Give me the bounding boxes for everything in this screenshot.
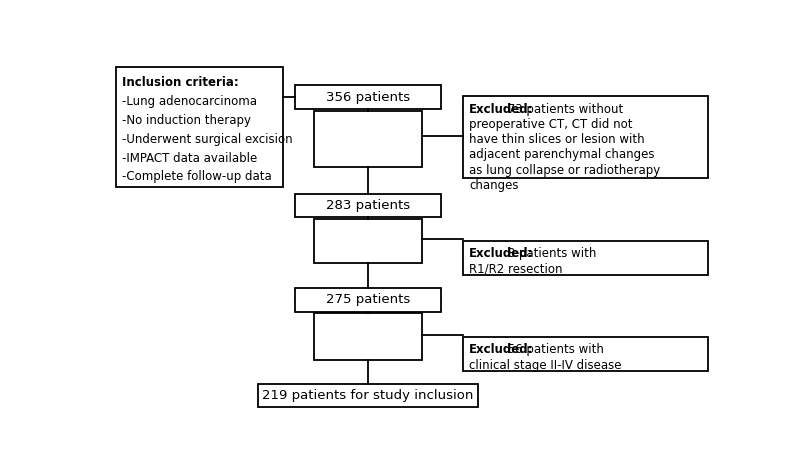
Bar xyxy=(462,96,708,178)
Text: adjacent parenchymal changes: adjacent parenchymal changes xyxy=(469,149,654,161)
Text: R1/R2 resection: R1/R2 resection xyxy=(469,263,562,276)
Text: 219 patients for study inclusion: 219 patients for study inclusion xyxy=(262,389,474,402)
Text: clinical stage II-IV disease: clinical stage II-IV disease xyxy=(469,359,622,372)
Text: -Complete follow-up data: -Complete follow-up data xyxy=(122,171,271,183)
Text: preoperative CT, CT did not: preoperative CT, CT did not xyxy=(469,118,632,131)
Bar xyxy=(314,219,422,263)
Text: changes: changes xyxy=(469,179,518,192)
Text: -No induction therapy: -No induction therapy xyxy=(122,114,250,127)
Bar xyxy=(295,194,441,218)
Text: 283 patients: 283 patients xyxy=(326,199,410,212)
Bar xyxy=(314,110,422,167)
Text: 8 patients with: 8 patients with xyxy=(504,248,597,260)
Bar xyxy=(314,313,422,360)
Bar xyxy=(258,384,478,407)
Text: Excluded:: Excluded: xyxy=(469,103,534,116)
Text: as lung collapse or radiotherapy: as lung collapse or radiotherapy xyxy=(469,164,660,177)
Text: -Underwent surgical excision: -Underwent surgical excision xyxy=(122,133,292,146)
Bar xyxy=(462,241,708,275)
Text: 356 patients: 356 patients xyxy=(326,91,410,103)
Text: 73 patients without: 73 patients without xyxy=(504,103,623,116)
Bar xyxy=(462,337,708,371)
Text: have thin slices or lesion with: have thin slices or lesion with xyxy=(469,133,645,146)
Text: Excluded:: Excluded: xyxy=(469,248,534,260)
Text: 56 patients with: 56 patients with xyxy=(504,344,604,356)
Bar xyxy=(115,67,283,187)
Text: Inclusion criteria:: Inclusion criteria: xyxy=(122,76,238,89)
Text: Excluded:: Excluded: xyxy=(469,344,534,356)
Bar xyxy=(295,288,441,312)
Text: -IMPACT data available: -IMPACT data available xyxy=(122,152,257,164)
Text: -Lung adenocarcinoma: -Lung adenocarcinoma xyxy=(122,95,257,108)
Bar xyxy=(295,86,441,109)
Text: 275 patients: 275 patients xyxy=(326,293,410,306)
